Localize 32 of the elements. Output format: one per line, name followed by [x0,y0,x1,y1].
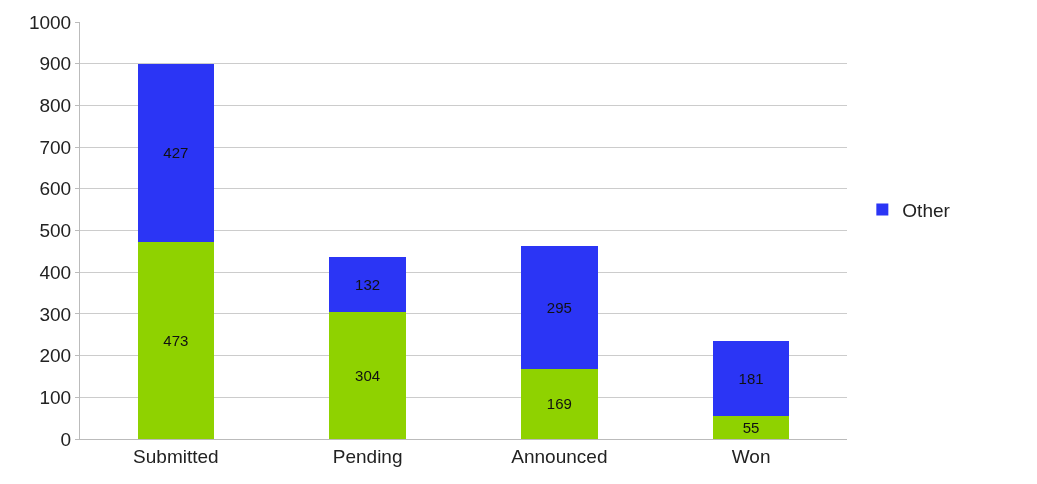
y-tick-label: 800 [39,95,72,117]
bar [137,241,215,439]
y-tick-label: 200 [39,345,72,367]
y-tick-label: 400 [39,261,72,283]
bar [329,312,406,439]
bar [712,416,790,439]
y-tick-label: 900 [39,53,72,75]
y-tick-label: 300 [39,303,72,325]
y-tick-label: 0 [60,428,72,450]
y-tick-label: 1000 [28,11,72,33]
y-tick-label: 600 [39,178,72,200]
data-label: 304 [355,367,381,385]
data-label: 169 [546,395,572,413]
bar [329,257,406,313]
bar [712,340,790,417]
data-label: 55 [742,419,760,437]
x-tick-label: Submitted [133,445,219,467]
bar [521,245,598,369]
x-tick-label: Pending [332,445,403,467]
y-tick-label: 500 [39,220,72,242]
data-label: 132 [355,276,381,294]
data-label: 295 [546,298,572,316]
data-label: 181 [738,369,764,387]
legend-label: Other [902,199,951,221]
x-tick-label: Announced [511,445,608,467]
data-label: 473 [163,331,189,349]
bar [137,63,215,242]
x-tick-label: Won [731,445,771,467]
bar [521,368,598,439]
data-label: 427 [163,144,189,162]
y-tick-label: 100 [39,386,72,408]
y-tick-label: 700 [39,136,72,158]
